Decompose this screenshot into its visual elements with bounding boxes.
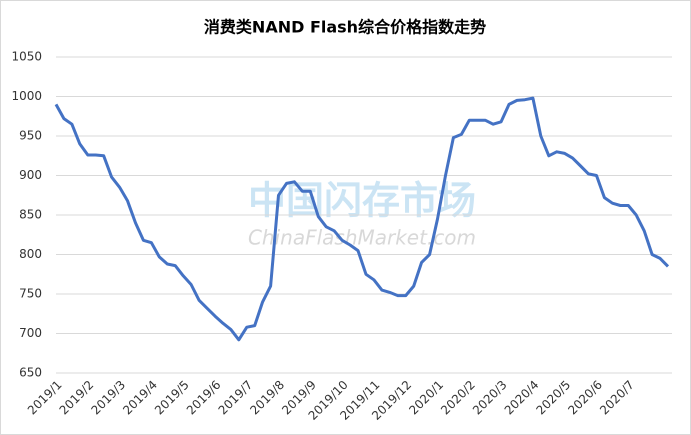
y-tick-label: 900 [19,168,42,182]
y-tick-label: 750 [19,287,42,301]
y-tick-label: 1050 [11,50,42,64]
y-tick-label: 1000 [11,89,42,103]
y-tick-label: 700 [19,326,42,340]
line-series [54,96,670,342]
watermark: ChinaFlashMarket.com [248,226,476,250]
y-tick-label: 650 [19,366,42,380]
chart-title: 消费类NAND Flash综合价格指数走势 [204,18,486,37]
y-tick-label: 850 [19,208,42,222]
y-tick-label: 800 [19,247,42,261]
y-tick-label: 950 [19,129,42,143]
